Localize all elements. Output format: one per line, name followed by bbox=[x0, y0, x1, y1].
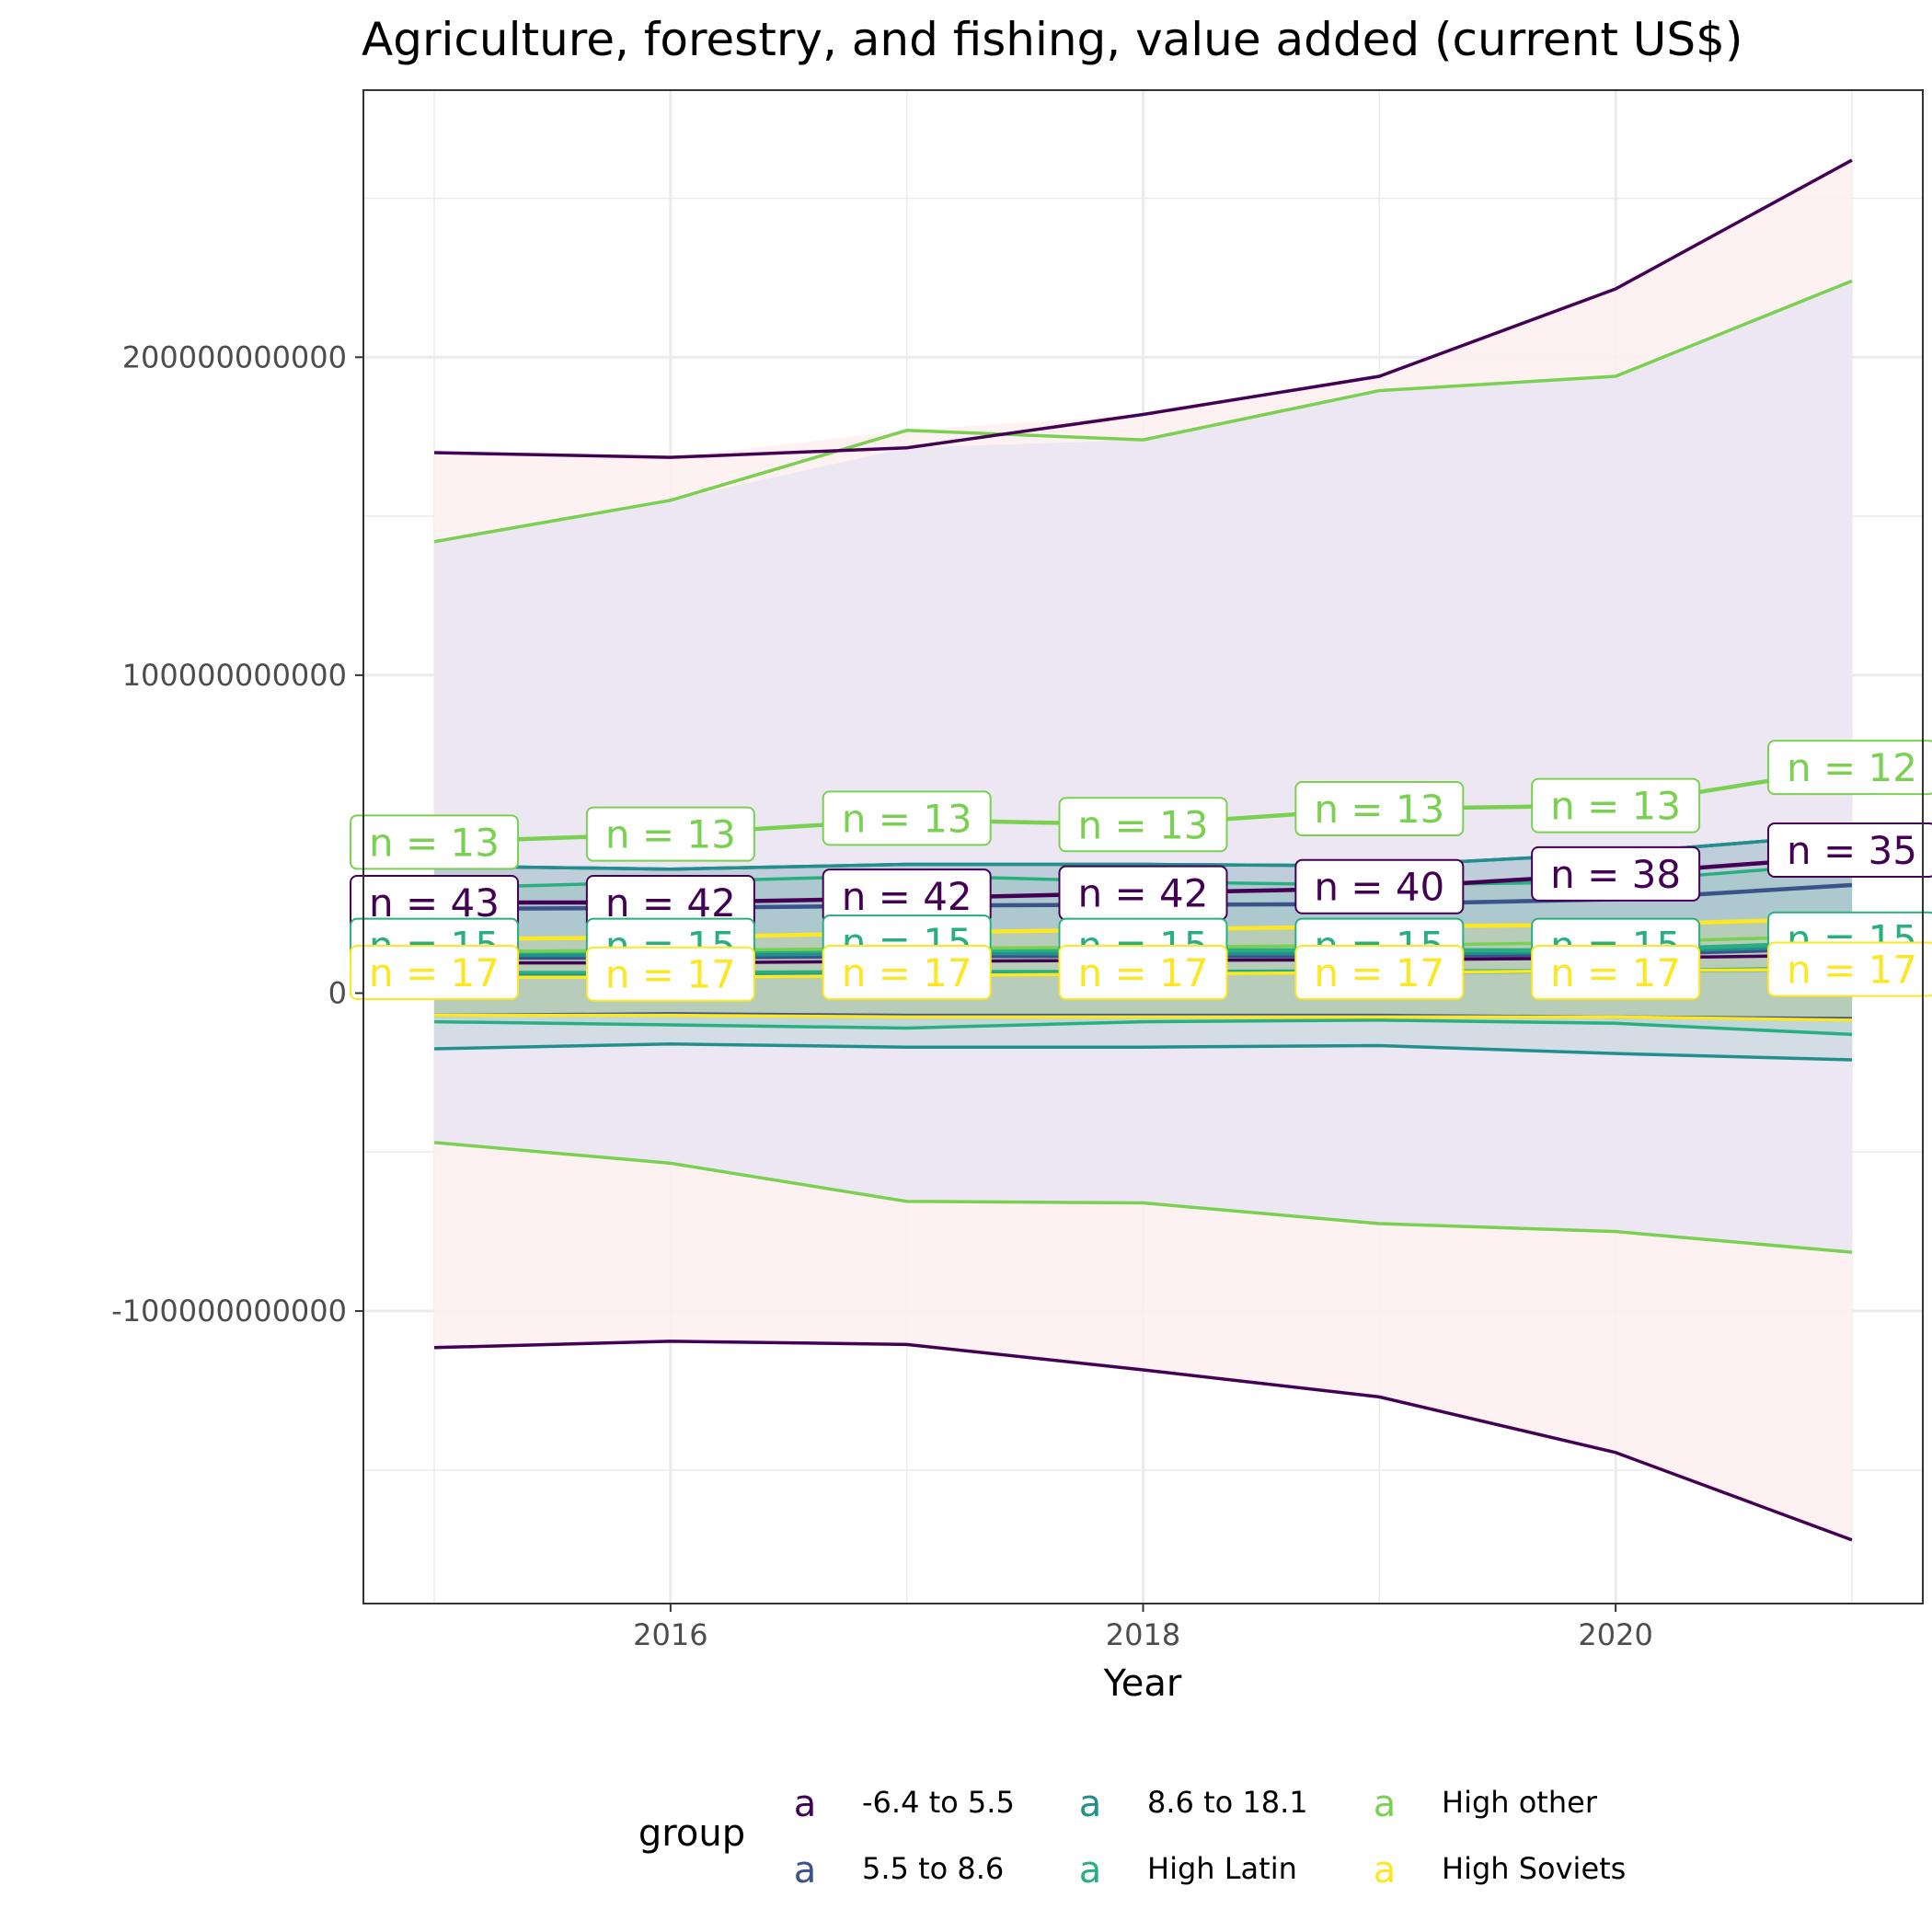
n-label-text: n = 42 bbox=[1078, 871, 1209, 916]
x-axis-title: Year bbox=[1103, 1662, 1182, 1705]
n-label-text: n = 13 bbox=[369, 820, 500, 865]
n-label-text: n = 13 bbox=[842, 796, 972, 841]
n-label: n = 13 bbox=[350, 814, 520, 870]
n-label-box bbox=[350, 814, 520, 870]
n-label-text: n = 17 bbox=[1078, 950, 1209, 995]
x-tick-label: 2020 bbox=[1578, 1617, 1652, 1652]
n-label-text: n = 17 bbox=[842, 950, 972, 995]
legend-key-glyph: a bbox=[1079, 1783, 1102, 1825]
n-label: n = 17 bbox=[1058, 945, 1228, 1001]
legend-label: 8.6 to 18.1 bbox=[1147, 1785, 1308, 1820]
n-label-text: n = 13 bbox=[1078, 802, 1209, 847]
n-label-text: n = 13 bbox=[1314, 787, 1444, 832]
n-label: n = 17 bbox=[822, 945, 992, 1001]
legend-label: High other bbox=[1442, 1785, 1598, 1820]
n-label-text: n = 42 bbox=[842, 874, 972, 919]
legend-items: a -6.4 to 5.5 a 5.5 to 8.6 a 8.6 to 18.1 a High… bbox=[794, 1783, 1627, 1892]
n-label-box bbox=[822, 790, 992, 846]
n-label-box bbox=[1058, 945, 1228, 1001]
legend-label: High Soviets bbox=[1442, 1851, 1626, 1886]
legend-key-glyph: a bbox=[794, 1849, 817, 1892]
n-label-box bbox=[585, 806, 755, 862]
series-line-high-other-upper bbox=[433, 279, 1853, 544]
n-label: n = 13 bbox=[822, 790, 992, 846]
legend: group a -6.4 to 5.5 a 5.5 to 8.6 a 8.6 to 18.… bbox=[638, 1783, 1626, 1892]
n-label-box bbox=[1294, 945, 1465, 1001]
legend-title: group bbox=[638, 1812, 745, 1855]
n-label-box bbox=[1531, 845, 1701, 902]
x-tick-label: 2016 bbox=[633, 1617, 707, 1652]
series-line-high-soviets-lower bbox=[434, 1013, 1852, 1022]
n-label-text: n = 13 bbox=[1550, 784, 1681, 829]
legend-item: a High Soviets bbox=[1374, 1849, 1627, 1892]
n-label-box bbox=[1766, 941, 1932, 997]
chart-title: Agriculture, forestry, and fishing, valu… bbox=[362, 13, 1742, 66]
n-label-box bbox=[1531, 777, 1701, 834]
legend-item: a 8.6 to 18.1 bbox=[1079, 1783, 1308, 1825]
x-axis: 2016 2018 2020 bbox=[633, 1604, 1653, 1652]
legend-item: a High other bbox=[1374, 1783, 1598, 1825]
n-label: n = 42 bbox=[1058, 865, 1228, 921]
n-label-text: n = 17 bbox=[1314, 950, 1444, 995]
n-label: n = 17 bbox=[1766, 941, 1932, 997]
n-label: n = 17 bbox=[1531, 945, 1701, 1001]
legend-label: High Latin bbox=[1147, 1851, 1297, 1886]
n-label: n = 17 bbox=[1294, 945, 1465, 1001]
n-label-text: n = 12 bbox=[1787, 745, 1917, 790]
n-label-text: n = 40 bbox=[1314, 865, 1444, 910]
series-line-8-6-to-18-1-lower bbox=[434, 1042, 1852, 1062]
series-line-high-other-lower bbox=[433, 1141, 1853, 1254]
legend-key-glyph: a bbox=[1374, 1849, 1397, 1892]
legend-item: a -6.4 to 5.5 bbox=[794, 1783, 1015, 1825]
legend-key-glyph: a bbox=[1374, 1783, 1397, 1825]
series-line-high-latin-lower bbox=[434, 1018, 1853, 1037]
n-label: n = 13 bbox=[1294, 781, 1465, 837]
series-line--6-4-to-5-5-lower bbox=[433, 1340, 1853, 1542]
legend-key-glyph: a bbox=[1079, 1849, 1102, 1892]
n-label: n = 12 bbox=[1766, 740, 1932, 796]
n-label-text: n = 13 bbox=[605, 812, 736, 857]
n-label: n = 13 bbox=[585, 806, 755, 862]
legend-item: a High Latin bbox=[1079, 1849, 1297, 1892]
n-label-box bbox=[822, 945, 992, 1001]
n-label-box bbox=[1058, 797, 1228, 853]
n-label-text: n = 17 bbox=[1787, 948, 1917, 993]
n-label: n = 13 bbox=[1531, 777, 1701, 834]
n-label-box bbox=[1531, 945, 1701, 1001]
n-label-box bbox=[1294, 781, 1465, 837]
legend-item: a 5.5 to 8.6 bbox=[794, 1849, 1005, 1892]
n-label-text: n = 17 bbox=[605, 952, 736, 997]
n-label: n = 17 bbox=[350, 945, 520, 1001]
n-label-text: n = 38 bbox=[1550, 852, 1681, 897]
y-tick-label: -100000000000 bbox=[111, 1294, 347, 1328]
label-layer: n = 13 n = 13 n = 13 n = 13 n = 13 n = 13 n = … bbox=[350, 740, 1932, 1002]
n-label-box bbox=[1766, 740, 1932, 796]
y-tick-label: 0 bbox=[328, 975, 347, 1010]
y-tick-label: 200000000000 bbox=[122, 339, 347, 374]
y-axis: 200000000000 100000000000 0 -100000000000 bbox=[111, 339, 363, 1328]
n-label: n = 40 bbox=[1294, 858, 1465, 914]
y-tick-label: 100000000000 bbox=[122, 658, 347, 693]
legend-key-glyph: a bbox=[794, 1783, 817, 1825]
legend-label: -6.4 to 5.5 bbox=[862, 1785, 1015, 1820]
series-line--6-4-to-5-5-upper bbox=[434, 158, 1853, 459]
n-label: n = 35 bbox=[1766, 822, 1932, 878]
n-label-text: n = 17 bbox=[1550, 950, 1681, 995]
legend-label: 5.5 to 8.6 bbox=[862, 1851, 1004, 1886]
n-label: n = 17 bbox=[585, 946, 755, 1002]
n-label: n = 13 bbox=[1058, 797, 1228, 853]
n-label-box bbox=[1294, 858, 1465, 914]
n-label-box bbox=[585, 946, 755, 1002]
n-label-box bbox=[1766, 822, 1932, 878]
n-label-text: n = 17 bbox=[369, 950, 500, 995]
n-label-text: n = 35 bbox=[1787, 828, 1917, 873]
n-label: n = 38 bbox=[1531, 845, 1701, 902]
n-label-box bbox=[350, 945, 520, 1001]
inner-ribbon bbox=[434, 281, 1852, 1253]
x-tick-label: 2018 bbox=[1106, 1617, 1180, 1652]
